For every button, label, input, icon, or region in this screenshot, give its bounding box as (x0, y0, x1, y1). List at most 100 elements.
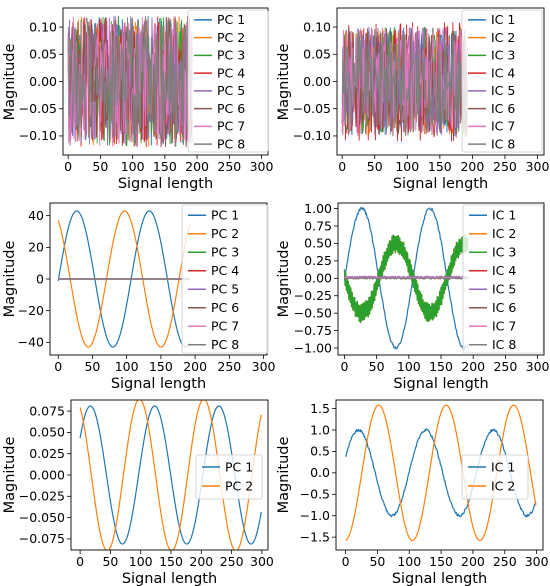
x-tick-label: 300 (525, 554, 549, 569)
y-tick-label: −0.10 (19, 128, 57, 143)
legend-label: IC 7 (491, 119, 515, 134)
y-tick-label: −20 (18, 303, 44, 318)
y-tick-label: 1.00 (304, 201, 332, 216)
x-tick-label: 50 (92, 159, 108, 174)
y-tick-label: −40 (18, 335, 44, 350)
series-line-ic-8 (344, 277, 469, 280)
chart-panel-1: 0 50 100 150 200 250 300 −0.10 −0.05 0.00 0.05 0.10… (2, 7, 274, 192)
y-tick-label: 1.5 (310, 401, 330, 416)
series-group (67, 15, 193, 148)
x-tick-label: 300 (526, 359, 550, 374)
x-tick-label: 50 (369, 359, 385, 374)
legend: PC 1 PC 2 (195, 454, 263, 500)
series-line-pc-2 (57, 210, 191, 348)
x-tick-label: 100 (121, 159, 145, 174)
x-tick-label: 200 (461, 554, 485, 569)
y-axis-label: Magnitude (276, 241, 292, 318)
x-tick-label: 200 (189, 554, 213, 569)
y-tick-label: −0.5 (300, 487, 330, 502)
y-tick-label: 0.00 (303, 74, 331, 89)
x-tick-label: 150 (159, 554, 183, 569)
x-tick-label: 0 (342, 554, 350, 569)
x-tick-label: 200 (461, 359, 485, 374)
y-tick-label: 0.25 (304, 253, 332, 268)
y-tick-label: −0.05 (293, 101, 331, 116)
legend-label: IC 2 (492, 226, 516, 241)
x-tick-label: 50 (367, 159, 383, 174)
x-tick-label: 250 (217, 159, 241, 174)
x-tick-label: 150 (429, 359, 453, 374)
x-tick-label: 100 (397, 554, 421, 569)
x-tick-label: 200 (183, 359, 207, 374)
y-axis-label: Magnitude (276, 44, 292, 121)
legend-label: PC 6 (211, 300, 239, 315)
series-line-ic-7 (341, 26, 468, 137)
x-axis-label: Signal length (122, 571, 217, 586)
x-tick-label: 300 (526, 159, 550, 174)
series-line-ic-1 (345, 428, 537, 518)
series-line-ic-8 (341, 26, 468, 137)
x-tick-label: 100 (397, 359, 421, 374)
legend-label: IC 5 (492, 282, 516, 297)
legend-label: PC 1 (217, 12, 245, 27)
series-line-ic-5 (344, 275, 469, 279)
legend-label: PC 5 (211, 282, 239, 297)
y-tick-label: 0.10 (303, 19, 331, 34)
y-tick-label: −0.075 (19, 531, 65, 546)
x-tick-label: 250 (493, 359, 517, 374)
y-tick-label: 1.0 (310, 422, 330, 437)
y-tick-label: 0.50 (304, 236, 332, 251)
series-group (79, 400, 262, 550)
y-tick-label: −0.025 (19, 489, 65, 504)
legend-label: IC 7 (492, 319, 516, 334)
x-axis-label: Signal length (392, 571, 487, 586)
legend-label: IC 1 (491, 459, 515, 474)
x-axis-label: Signal length (111, 376, 206, 392)
series-group (57, 210, 191, 348)
legend-box (187, 9, 269, 153)
x-tick-label: 0 (338, 159, 346, 174)
legend-label: PC 2 (217, 30, 245, 45)
x-tick-label: 150 (153, 159, 177, 174)
y-tick-label: −1.0 (300, 508, 330, 523)
x-tick-label: 0 (340, 359, 348, 374)
chart-panel-4: 0 50 100 150 200 250 300 −1.00 −0.75 −0.50 −0.25 0.… (276, 201, 550, 392)
x-tick-label: 200 (185, 159, 209, 174)
y-axis-label: Magnitude (2, 44, 18, 121)
x-tick-label: 150 (429, 554, 453, 569)
x-tick-label: 50 (102, 554, 118, 569)
x-tick-label: 300 (250, 554, 274, 569)
y-tick-label: 0.5 (310, 444, 330, 459)
chart-panel-2: 0 50 100 150 200 250 300 −0.10 −0.05 0.00 0.05 0.10… (276, 7, 550, 192)
series-group (343, 207, 469, 350)
legend: IC 1 IC 2 (461, 454, 529, 500)
x-tick-label: 50 (84, 359, 100, 374)
legend-label: PC 8 (211, 337, 239, 352)
y-tick-label: −0.25 (294, 288, 332, 303)
series-line-ic-3 (343, 233, 469, 324)
y-tick-label: 0.025 (29, 446, 65, 461)
series-line-pc-1 (57, 210, 191, 348)
chart-panel-5: 0 50 100 150 200 250 300 −0.075 −0.050 −0.025 0.00… (2, 399, 274, 586)
y-tick-label: −0.05 (19, 101, 57, 116)
y-tick-label: 0.050 (29, 425, 65, 440)
x-tick-label: 0 (54, 359, 62, 374)
legend-label: PC 3 (211, 245, 239, 260)
x-axis-label: Signal length (393, 176, 488, 192)
x-tick-label: 50 (369, 554, 385, 569)
series-line-pc-2 (79, 400, 262, 550)
legend-label: PC 2 (211, 226, 239, 241)
series-group (341, 21, 468, 142)
x-tick-label: 250 (493, 159, 517, 174)
series-line-ic-7 (344, 276, 469, 279)
y-tick-label: 0.10 (29, 19, 57, 34)
legend-label: IC 2 (491, 478, 515, 493)
x-tick-label: 250 (220, 554, 244, 569)
series-group (345, 404, 537, 542)
y-tick-label: 0.0 (310, 465, 330, 480)
y-tick-label: 0.05 (29, 47, 57, 62)
legend-label: IC 1 (492, 208, 516, 223)
y-tick-label: 0.075 (29, 403, 65, 418)
x-tick-label: 250 (217, 359, 241, 374)
